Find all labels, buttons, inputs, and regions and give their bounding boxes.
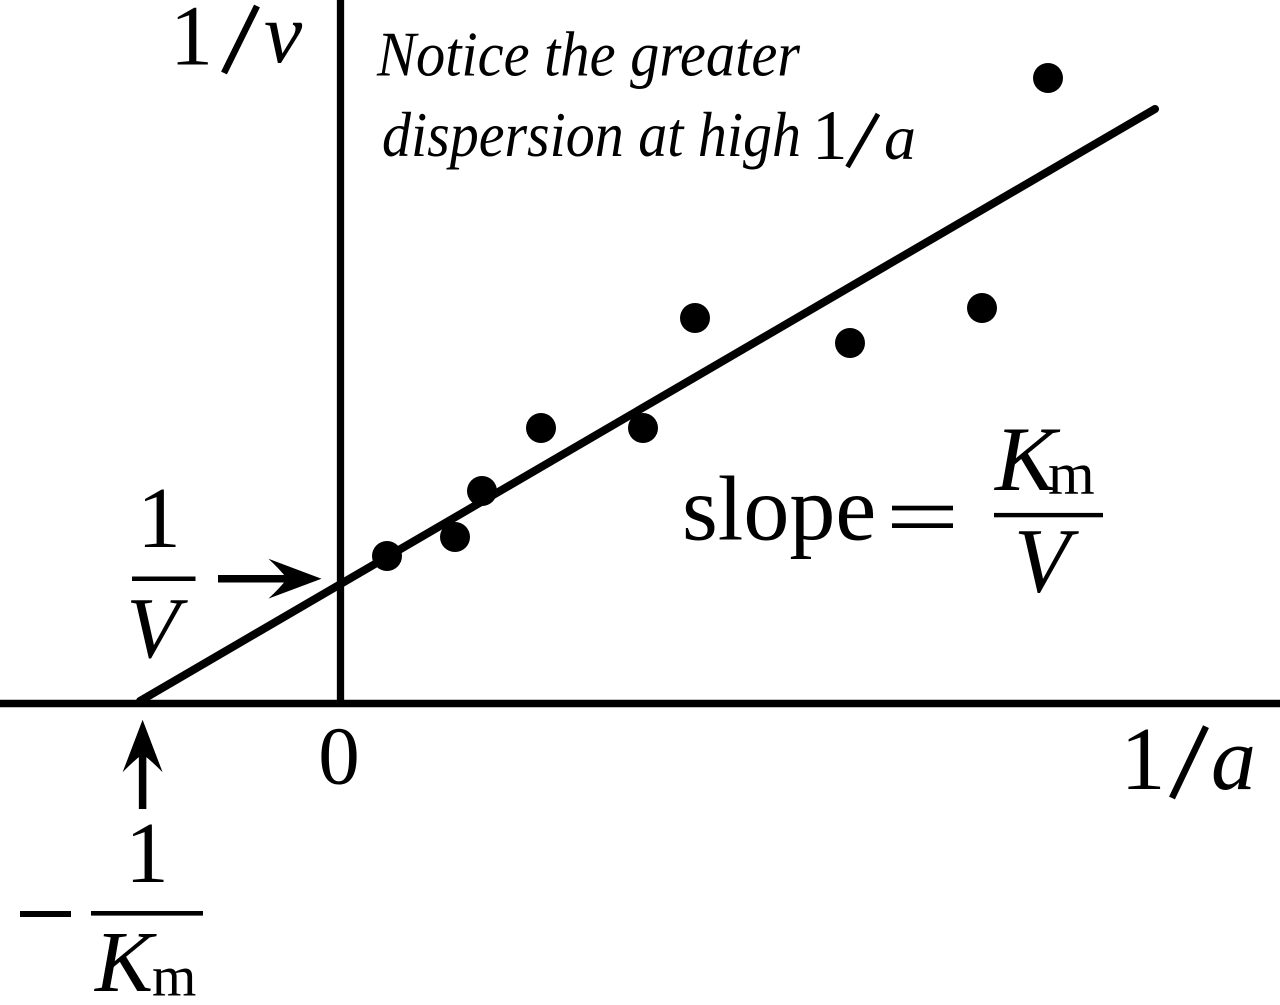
svg-text:slope: slope	[682, 458, 876, 560]
svg-text:a: a	[884, 102, 916, 173]
svg-text:K: K	[993, 408, 1061, 510]
svg-text:a: a	[1211, 710, 1256, 809]
svg-text:Notice the greater: Notice the greater	[376, 19, 801, 90]
svg-text:dispersion at high: dispersion at high	[382, 99, 801, 170]
svg-text:v: v	[264, 0, 303, 81]
svg-text:V: V	[1014, 509, 1080, 611]
svg-text:1: 1	[137, 469, 181, 566]
svg-text:1: 1	[812, 97, 848, 175]
svg-text:K: K	[93, 913, 157, 1005]
svg-text:m: m	[152, 946, 196, 1005]
svg-text:1: 1	[125, 804, 169, 901]
svg-text:1: 1	[1121, 710, 1166, 809]
svg-text:V: V	[126, 579, 188, 676]
svg-text:0: 0	[318, 710, 360, 802]
svg-text:1: 1	[170, 0, 213, 84]
svg-text:m: m	[1048, 441, 1095, 507]
